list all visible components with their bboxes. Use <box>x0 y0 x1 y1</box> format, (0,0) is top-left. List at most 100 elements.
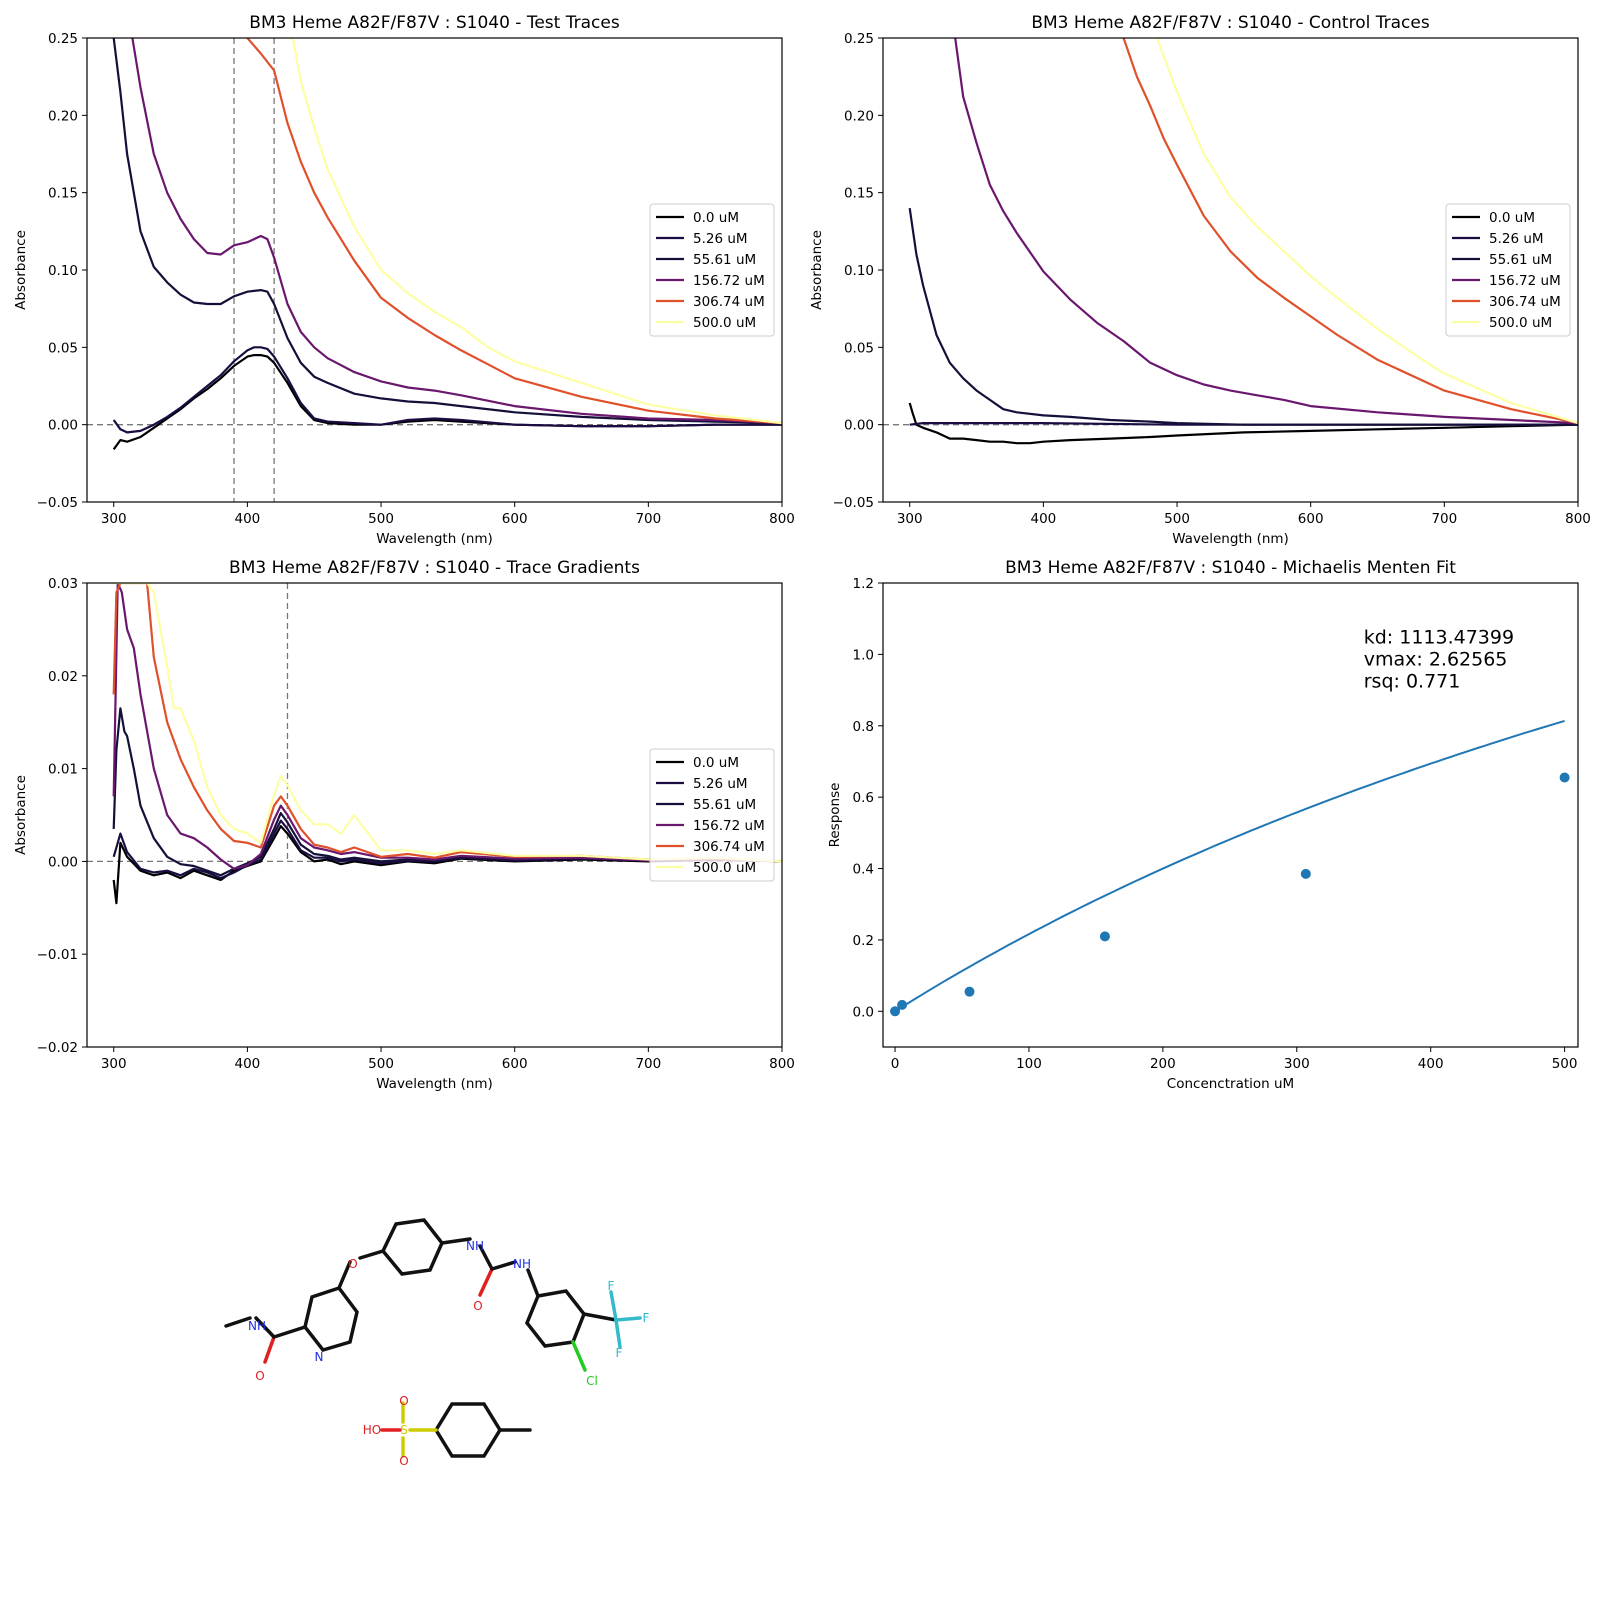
bond <box>272 1325 307 1339</box>
y-tick-label: 0.15 <box>48 186 78 202</box>
series-line <box>908 402 1578 445</box>
series-line <box>246 38 782 425</box>
atom-label: O <box>473 1299 482 1313</box>
x-tick-label: 700 <box>635 1056 661 1072</box>
series-line <box>954 38 1578 425</box>
x-tick-label: 500 <box>368 511 394 527</box>
fit-annotation: vmax: 2.62565 <box>1364 649 1508 671</box>
x-tick-label: 500 <box>368 1056 394 1072</box>
x-tick-label: 300 <box>101 1056 127 1072</box>
y-axis-label: Absorbance <box>13 230 29 310</box>
bond <box>337 1260 352 1290</box>
atom-label: O <box>399 1454 408 1468</box>
x-tick-label: 700 <box>635 511 661 527</box>
bond <box>582 1312 618 1322</box>
bond <box>490 1260 517 1271</box>
y-tick-label: 0.8 <box>853 719 874 735</box>
atom-label: O <box>348 1257 357 1271</box>
y-tick-label: 0.25 <box>844 31 874 47</box>
y-tick-label: −0.02 <box>37 1040 78 1056</box>
atom-label: NH <box>248 1319 266 1333</box>
plot-area <box>87 583 782 905</box>
y-tick-label: 0.4 <box>853 862 874 878</box>
molecule-structure-image: O NH O N NH O NH F F F Cl HO S O O <box>224 1218 650 1468</box>
series-line <box>113 583 782 863</box>
y-tick-label: 0.10 <box>48 263 78 279</box>
x-axis-label: Concenctration uM <box>1167 1076 1294 1092</box>
bond <box>478 1244 494 1271</box>
y-tick-label: 0.0 <box>853 1004 874 1020</box>
y-tick-label: 0.10 <box>844 263 874 279</box>
axes-frame <box>882 37 1579 503</box>
x-tick-label: 800 <box>769 511 795 527</box>
data-point <box>890 1006 901 1017</box>
charts-layer: BM3 Heme A82F/F87V : S1040 - Test Traces… <box>13 13 1591 1092</box>
legend-entry: 500.0 uM <box>693 860 756 876</box>
bond <box>526 1268 540 1298</box>
legend-entry: 5.26 uM <box>693 776 748 792</box>
axes-frame <box>882 582 1579 1048</box>
y-tick-label: 0.05 <box>48 340 78 356</box>
x-tick-label: 600 <box>1298 511 1324 527</box>
atom-label: HO <box>363 1423 381 1437</box>
legend: 0.0 uM 5.26 uM 55.61 uM 156.72 uM 306.74 uM 5… <box>1445 203 1571 337</box>
y-tick-label: −0.05 <box>833 495 874 511</box>
data-point <box>1559 772 1570 783</box>
series-line <box>908 207 1578 426</box>
plot-area <box>87 38 782 502</box>
legend-entry: 156.72 uM <box>693 818 765 834</box>
control-chart: BM3 Heme A82F/F87V : S1040 - Control Tra… <box>809 13 1591 547</box>
data-point <box>1300 868 1311 879</box>
legend-entry: 55.61 uM <box>693 252 756 268</box>
series-line <box>112 583 782 870</box>
legend-entry: 156.72 uM <box>1489 273 1561 289</box>
y-axis-label: Absorbance <box>809 230 825 310</box>
x-axis-label: Wavelength (nm) <box>1172 531 1289 547</box>
y-tick-label: 0.02 <box>48 669 78 685</box>
atom-label: Cl <box>586 1374 598 1388</box>
series-line <box>112 583 782 863</box>
x-axis-label: Wavelength (nm) <box>376 531 493 547</box>
legend: 0.0 uM 5.26 uM 55.61 uM 156.72 uM 306.74 uM 5… <box>649 203 775 337</box>
bond <box>263 1335 276 1364</box>
data-point <box>964 986 975 997</box>
benzene-ring-right <box>524 1289 586 1348</box>
y-tick-label: 1.0 <box>853 647 874 663</box>
x-tick-label: 200 <box>1150 1056 1176 1072</box>
x-tick-label: 500 <box>1552 1056 1578 1072</box>
y-tick-label: 0.00 <box>48 418 78 434</box>
bond <box>614 1318 622 1349</box>
y-tick-label: 0.20 <box>48 108 78 124</box>
atom-label: N <box>315 1350 324 1364</box>
legend-entry: 5.26 uM <box>1489 231 1544 247</box>
legend-entry: 0.0 uM <box>1489 210 1535 226</box>
fit-curve <box>894 719 1565 1013</box>
bond <box>254 1316 276 1339</box>
bond <box>478 1267 494 1297</box>
data-point <box>897 999 908 1010</box>
atom-label: NH <box>466 1239 484 1253</box>
y-tick-label: 0.20 <box>844 108 874 124</box>
bond <box>440 1237 472 1245</box>
legend-entry: 500.0 uM <box>693 315 756 331</box>
fit-annotation: rsq: 0.771 <box>1364 671 1461 693</box>
x-tick-label: 800 <box>769 1056 795 1072</box>
bond <box>571 1340 587 1372</box>
bond <box>358 1249 385 1260</box>
series-line <box>1155 38 1578 425</box>
gradients-chart: BM3 Heme A82F/F87V : S1040 - Trace Gradi… <box>13 558 795 1092</box>
x-tick-label: 400 <box>234 1056 260 1072</box>
x-tick-label: 100 <box>1016 1056 1042 1072</box>
bond <box>614 1316 642 1322</box>
chart-title: BM3 Heme A82F/F87V : S1040 - Test Traces <box>249 13 620 33</box>
test-chart: BM3 Heme A82F/F87V : S1040 - Test Traces… <box>13 13 795 547</box>
y-tick-label: 0.00 <box>48 854 78 870</box>
x-tick-label: 400 <box>1418 1056 1444 1072</box>
chart-title: BM3 Heme A82F/F87V : S1040 - Trace Gradi… <box>229 558 640 578</box>
legend-entry: 55.61 uM <box>1489 252 1552 268</box>
chart-title: BM3 Heme A82F/F87V : S1040 - Control Tra… <box>1031 13 1430 33</box>
pyridine-ring <box>303 1285 359 1353</box>
x-tick-label: 800 <box>1565 511 1591 527</box>
x-tick-label: 300 <box>101 511 127 527</box>
